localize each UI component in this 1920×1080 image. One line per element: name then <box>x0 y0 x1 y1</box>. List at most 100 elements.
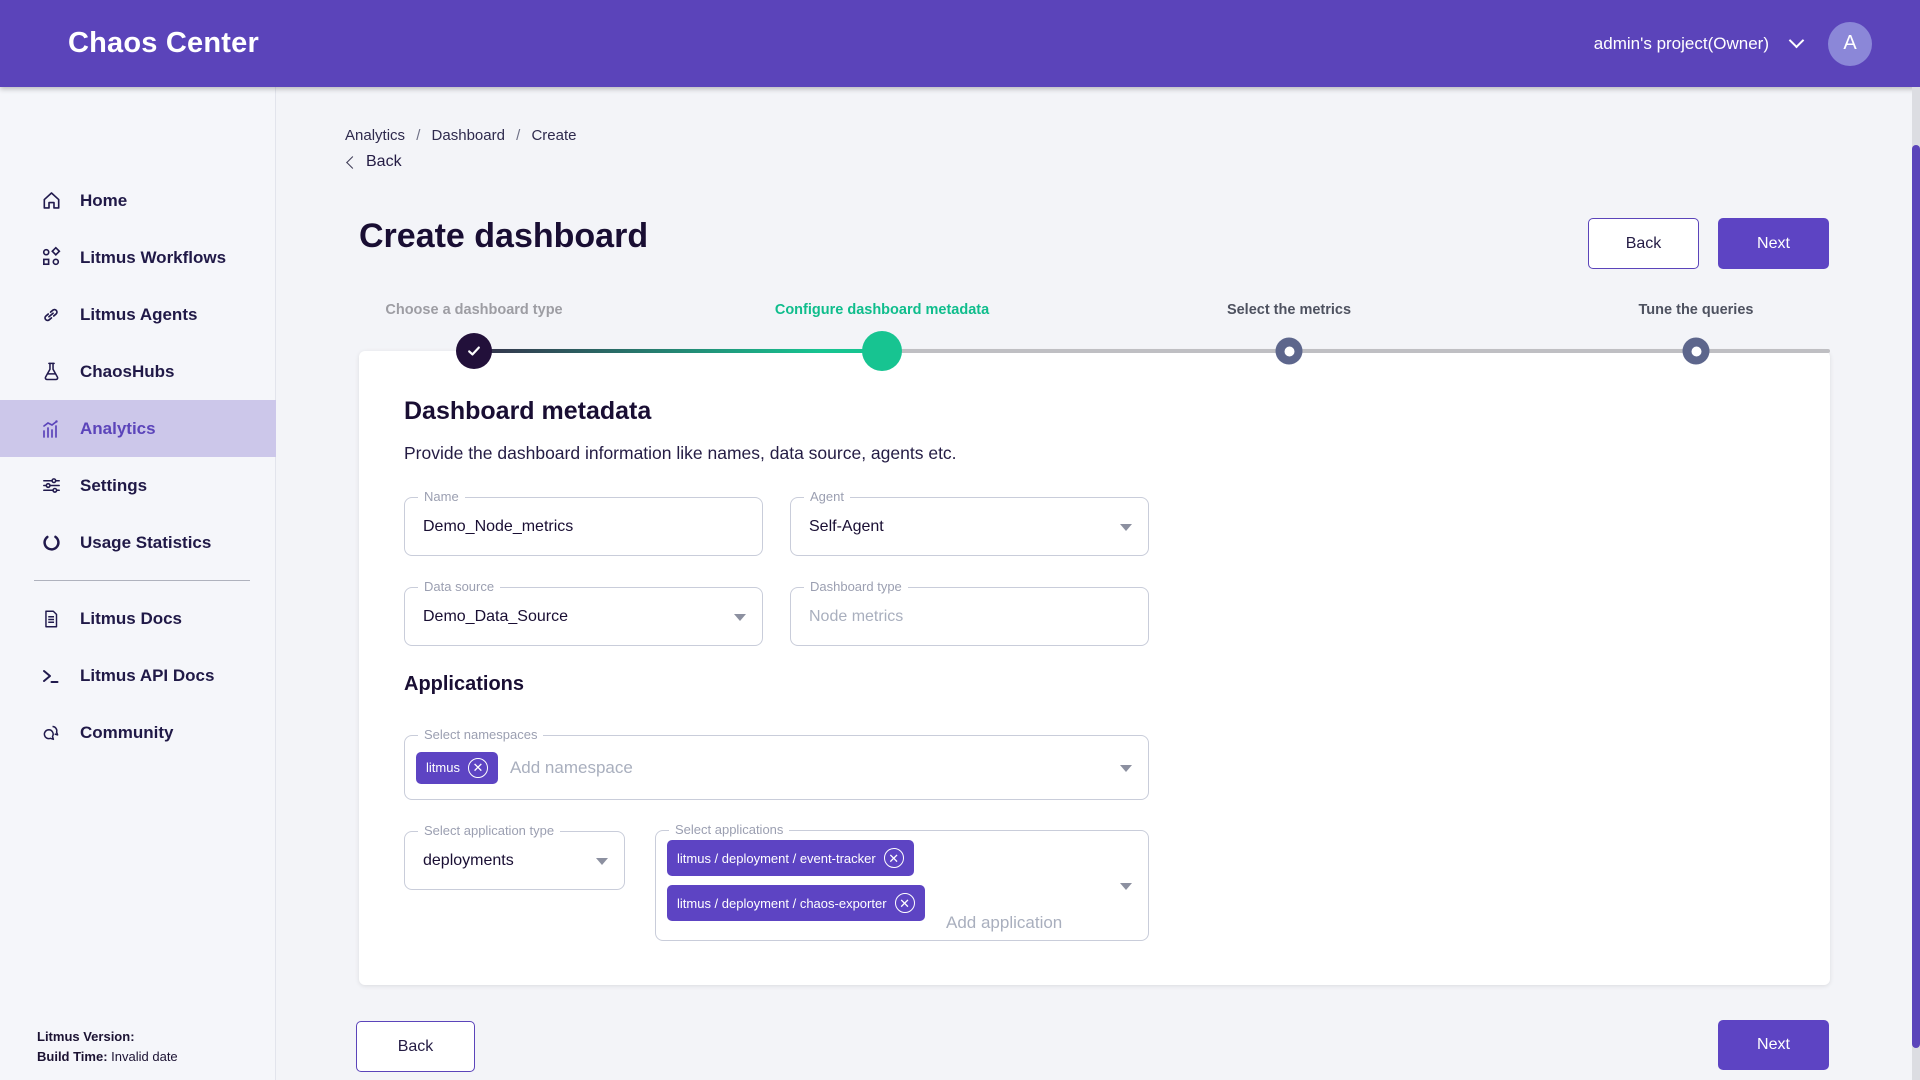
sidebar-item-label: Usage Statistics <box>80 532 212 552</box>
breadcrumb: Analytics / Dashboard / Create <box>345 127 576 144</box>
add-application-input[interactable] <box>946 913 1126 933</box>
breadcrumb-create[interactable]: Create <box>531 127 577 144</box>
breadcrumb-analytics[interactable]: Analytics <box>345 127 406 144</box>
sliders-icon <box>38 473 64 499</box>
data-source-select[interactable]: Data source Demo_Data_Source <box>404 579 763 646</box>
top-header: Chaos Center admin's project(Owner) A <box>0 0 1920 87</box>
sidebar-item-litmus-workflows[interactable]: Litmus Workflows <box>0 229 276 286</box>
agent-select[interactable]: Agent Self-Agent <box>790 489 1149 556</box>
scrollbar-track[interactable] <box>1912 87 1920 1080</box>
data-source-value: Demo_Data_Source <box>423 607 568 625</box>
stepper-track <box>474 349 1830 353</box>
next-button-bottom[interactable]: Next <box>1718 1020 1829 1070</box>
stepper-track-progress <box>474 349 882 353</box>
page-title: Create dashboard <box>359 217 649 255</box>
step-dot-pending-metrics[interactable] <box>1275 337 1303 365</box>
sidebar-item-label: Litmus Docs <box>80 608 183 628</box>
application-type-value: deployments <box>423 851 514 869</box>
project-selector[interactable]: admin's project(Owner) <box>1594 32 1805 54</box>
applications-select[interactable]: Select applications litmus / deployment … <box>655 822 1149 941</box>
sidebar-item-usage-statistics[interactable]: Usage Statistics <box>0 514 276 571</box>
terminal-icon <box>38 663 64 689</box>
scrollbar-thumb[interactable] <box>1912 145 1920 1048</box>
breadcrumb-separator: / <box>516 127 521 144</box>
application-type-select[interactable]: Select application type deployments <box>404 823 625 890</box>
data-source-field-label: Data source <box>418 579 501 594</box>
application-type-field-label: Select application type <box>418 823 561 838</box>
namespaces-field-label: Select namespaces <box>418 727 544 742</box>
dot-inner <box>1691 346 1701 356</box>
sidebar-item-label: ChaosHubs <box>80 361 175 381</box>
add-namespace-input[interactable] <box>509 757 690 778</box>
step-label-configure-metadata: Configure dashboard metadata <box>774 302 990 318</box>
namespace-chip: litmus ✕ <box>416 751 498 784</box>
step-dot-completed[interactable] <box>456 333 492 369</box>
back-button-bottom[interactable]: Back <box>356 1021 475 1072</box>
step-dot-active[interactable] <box>862 331 902 371</box>
dot-inner <box>1284 346 1294 356</box>
remove-chip-icon[interactable]: ✕ <box>894 893 915 913</box>
avatar[interactable]: A <box>1828 21 1872 66</box>
brand-title: Chaos Center <box>68 27 259 59</box>
card-description: Provide the dashboard information like n… <box>404 443 957 463</box>
agent-value: Self-Agent <box>809 517 884 535</box>
step-label-select-metrics: Select the metrics <box>1226 302 1352 318</box>
sidebar-item-settings[interactable]: Settings <box>0 457 276 514</box>
sidebar-item-chaoshubs[interactable]: ChaosHubs <box>0 343 276 400</box>
remove-chip-icon[interactable]: ✕ <box>467 757 488 778</box>
sidebar: Home Litmus Workflows Litmus Agents Chao… <box>0 87 276 1080</box>
namespace-chip-label: litmus <box>426 760 460 775</box>
document-icon <box>38 606 64 632</box>
dashboard-type-field[interactable]: Dashboard type Node metrics <box>790 579 1149 646</box>
sidebar-item-analytics[interactable]: Analytics <box>0 400 276 457</box>
workflows-icon <box>38 245 64 271</box>
back-link-label: Back <box>366 153 402 170</box>
application-chip-label: litmus / deployment / event-tracker <box>677 850 876 866</box>
dropdown-caret-icon <box>1120 764 1132 772</box>
version-label: Litmus Version: <box>37 1029 135 1044</box>
agents-link-icon <box>38 302 64 328</box>
applications-heading: Applications <box>404 673 525 695</box>
sidebar-item-litmus-docs[interactable]: Litmus Docs <box>0 590 276 647</box>
breadcrumb-dashboard[interactable]: Dashboard <box>431 127 505 144</box>
build-time-label: Build Time: <box>37 1049 108 1064</box>
sidebar-item-community[interactable]: Community <box>0 704 276 761</box>
chevron-down-icon <box>1788 32 1805 49</box>
dropdown-caret-icon <box>596 857 608 865</box>
home-icon <box>38 188 64 214</box>
analytics-chart-icon <box>38 416 64 442</box>
version-footer: Litmus Version: Build Time: Invalid date <box>37 1027 178 1067</box>
step-label-choose-type: Choose a dashboard type <box>385 302 563 318</box>
name-field[interactable]: Name <box>404 489 763 556</box>
sidebar-item-litmus-agents[interactable]: Litmus Agents <box>0 286 276 343</box>
namespaces-select[interactable]: Select namespaces litmus ✕ <box>404 727 1149 800</box>
sidebar-item-home[interactable]: Home <box>0 172 276 229</box>
next-button-top[interactable]: Next <box>1718 218 1829 269</box>
build-time-value: Invalid date <box>111 1049 178 1064</box>
application-chip: litmus / deployment / event-tracker ✕ <box>667 840 914 876</box>
name-input[interactable] <box>423 498 727 555</box>
back-button-top[interactable]: Back <box>1588 218 1699 269</box>
card-heading: Dashboard metadata <box>404 397 652 425</box>
usage-circle-icon <box>38 530 64 556</box>
application-chip: litmus / deployment / chaos-exporter ✕ <box>667 885 925 921</box>
chevron-left-icon <box>346 155 359 169</box>
application-chip-label: litmus / deployment / chaos-exporter <box>677 895 887 911</box>
step-dot-pending-queries[interactable] <box>1682 337 1710 365</box>
applications-field-label: Select applications <box>669 822 790 837</box>
sidebar-item-label: Home <box>80 190 128 210</box>
sidebar-item-label: Litmus Workflows <box>80 247 227 267</box>
back-link[interactable]: Back <box>346 153 402 171</box>
dropdown-caret-icon <box>734 613 746 621</box>
community-bubbles-icon <box>38 720 64 746</box>
breadcrumb-separator: / <box>416 127 421 144</box>
agent-field-label: Agent <box>804 489 850 504</box>
avatar-initial: A <box>1843 32 1857 54</box>
dashboard-type-field-label: Dashboard type <box>804 579 908 594</box>
flask-icon <box>38 359 64 385</box>
sidebar-item-litmus-api-docs[interactable]: Litmus API Docs <box>0 647 276 704</box>
sidebar-item-label: Community <box>80 722 174 742</box>
remove-chip-icon[interactable]: ✕ <box>883 848 904 868</box>
dropdown-caret-icon <box>1120 523 1132 531</box>
